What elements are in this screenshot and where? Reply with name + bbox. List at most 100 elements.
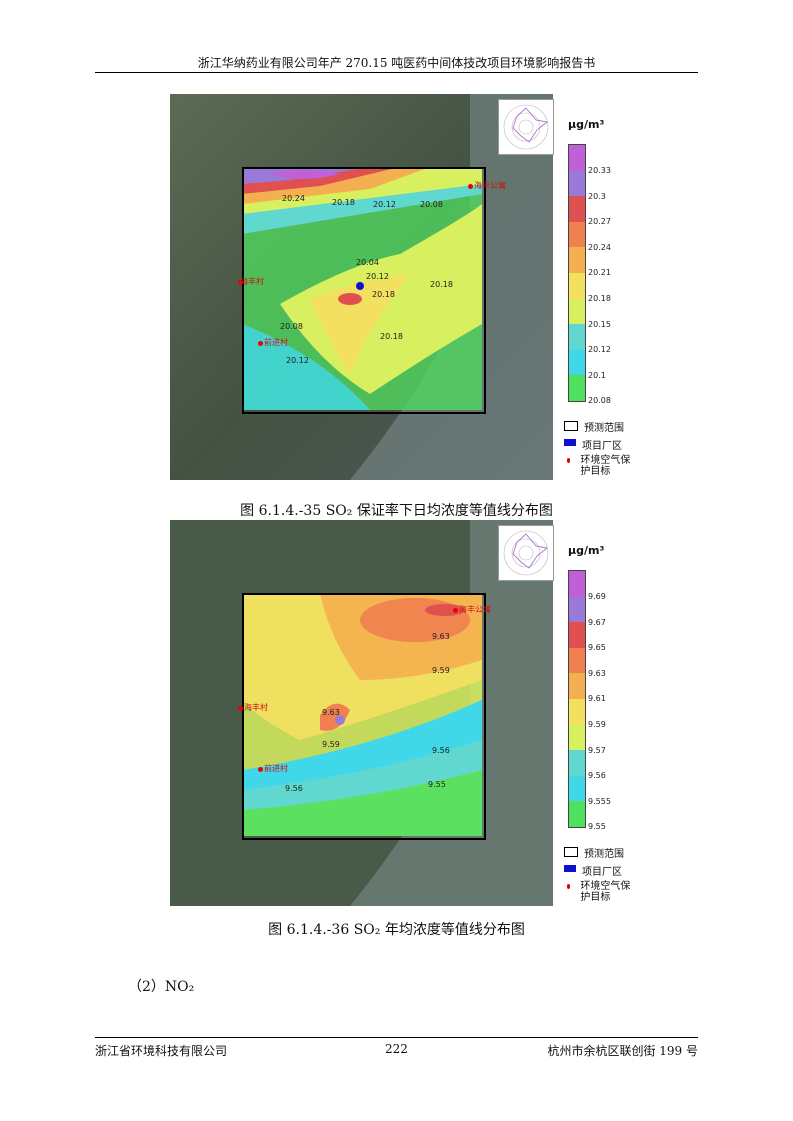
isoline-label: 9.63: [432, 632, 450, 641]
colorbar-tick: 9.59: [588, 720, 606, 729]
section-heading: （2）NO₂: [128, 979, 195, 995]
legend-target-label: 环境空气保护目标: [580, 881, 631, 903]
footer-rule: [95, 1037, 698, 1038]
colorbar-band: [569, 272, 585, 299]
figure-so2-daily: 20.24 20.18 20.12 20.08 20.04 20.12 20.1…: [170, 94, 691, 480]
site-dot: [258, 767, 263, 772]
isoline-label: 20.24: [282, 194, 305, 203]
legend-target: 环境空气保护目标: [564, 455, 634, 477]
legend-plant-label: 项目厂区: [582, 441, 622, 452]
colorbar-tick: 20.1: [588, 371, 606, 380]
colorbar-tick: 20.18: [588, 294, 611, 303]
colorbar-tick: 9.57: [588, 746, 606, 755]
colorbar-band: [569, 698, 585, 725]
site-dot: [453, 608, 458, 613]
colorbar-tick: 20.21: [588, 268, 611, 277]
isoline-label: 20.12: [286, 356, 309, 365]
colorbar-band: [569, 375, 585, 401]
colorbar-tick: 20.33: [588, 166, 611, 175]
site-dot: [238, 706, 243, 711]
colorbar-band: [569, 196, 585, 222]
isoline-label: 20.12: [366, 272, 389, 281]
isoline-label: 9.56: [285, 784, 303, 793]
colorbar-band: [569, 571, 585, 597]
site-label: 海丰公寓: [459, 605, 491, 614]
legend-target: 环境空气保护目标: [564, 881, 634, 903]
isoline-label: 20.18: [372, 290, 395, 299]
domain-swatch-icon: [564, 847, 578, 857]
site-label: 前进村: [264, 338, 288, 347]
colorbar-tick: 9.61: [588, 694, 606, 703]
colorbar-band: [569, 801, 585, 827]
legend-domain: 预测范围: [564, 845, 624, 860]
header-rule: [95, 72, 698, 73]
isoline-label: 20.18: [430, 280, 453, 289]
isoline-label: 20.08: [420, 200, 443, 209]
isoline-label: 9.55: [428, 780, 446, 789]
unit-label: μg/m³: [568, 118, 605, 131]
colorbar-band: [569, 750, 585, 776]
colorbar: [568, 144, 586, 402]
isoline-label: 9.63: [322, 708, 340, 717]
isoline-label: 20.18: [380, 332, 403, 341]
satellite-map: [170, 520, 553, 906]
domain-swatch-icon: [564, 421, 578, 431]
legend-plant: 项目厂区: [564, 437, 622, 452]
isoline-label: 9.59: [322, 740, 340, 749]
legend-target-label: 环境空气保护目标: [580, 455, 631, 477]
colorbar-tick: 20.12: [588, 345, 611, 354]
colorbar-tick: 9.56: [588, 771, 606, 780]
target-dot-icon: [567, 458, 571, 463]
legend-plant: 项目厂区: [564, 863, 622, 878]
prediction-domain-box: [242, 593, 486, 840]
colorbar-band: [569, 596, 585, 623]
colorbar-tick: 9.63: [588, 669, 606, 678]
figure-so2-annual: 9.63 9.59 9.63 9.59 9.56 9.56 9.55 海丰村 前…: [170, 520, 691, 906]
colorbar: [568, 570, 586, 828]
page-header: 浙江华纳药业有限公司年产 270.15 吨医药中间体技改项目环境影响报告书: [197, 56, 596, 70]
colorbar-tick: 9.555: [588, 797, 611, 806]
colorbar-tick: 9.67: [588, 618, 606, 627]
legend-plant-label: 项目厂区: [582, 867, 622, 878]
colorbar-band: [569, 775, 585, 802]
colorbar-band: [569, 170, 585, 197]
satellite-map: [170, 94, 553, 480]
legend-domain: 预测范围: [564, 419, 624, 434]
page-number: 222: [385, 1042, 408, 1056]
colorbar-band: [569, 247, 585, 273]
isoline-label: 20.04: [356, 258, 379, 267]
target-dot-icon: [567, 884, 571, 889]
colorbar-band: [569, 324, 585, 350]
figure-caption: 图 6.1.4.-36 SO₂ 年均浓度等值线分布图: [268, 922, 525, 938]
colorbar-band: [569, 298, 585, 325]
colorbar-band: [569, 221, 585, 248]
site-label: 海丰公寓: [474, 181, 506, 190]
footer-address: 杭州市余杭区联创街 199 号: [547, 1044, 698, 1058]
unit-label: μg/m³: [568, 544, 605, 557]
colorbar-tick: 20.08: [588, 396, 611, 405]
colorbar-tick: 20.15: [588, 320, 611, 329]
colorbar-band: [569, 647, 585, 674]
plant-swatch-icon: [564, 865, 576, 872]
footer-company: 浙江省环境科技有限公司: [95, 1044, 228, 1058]
colorbar-tick: 20.27: [588, 217, 611, 226]
legend-domain-label: 预测范围: [584, 849, 624, 860]
isoline-label: 20.08: [280, 322, 303, 331]
site-label: 前进村: [264, 764, 288, 773]
plant-swatch-icon: [564, 439, 576, 446]
colorbar-band: [569, 145, 585, 171]
site-dot: [258, 341, 263, 346]
prediction-domain-box: [242, 167, 486, 414]
isoline-label: 9.56: [432, 746, 450, 755]
colorbar-band: [569, 622, 585, 648]
colorbar-tick: 9.69: [588, 592, 606, 601]
site-label: 海丰村: [240, 277, 264, 286]
site-dot: [238, 280, 243, 285]
wind-rose: [498, 525, 554, 581]
colorbar-band: [569, 673, 585, 699]
colorbar-band: [569, 349, 585, 376]
figure-caption: 图 6.1.4.-35 SO₂ 保证率下日均浓度等值线分布图: [240, 503, 553, 519]
isoline-label: 20.18: [332, 198, 355, 207]
isoline-label: 9.59: [432, 666, 450, 675]
colorbar-tick: 9.65: [588, 643, 606, 652]
